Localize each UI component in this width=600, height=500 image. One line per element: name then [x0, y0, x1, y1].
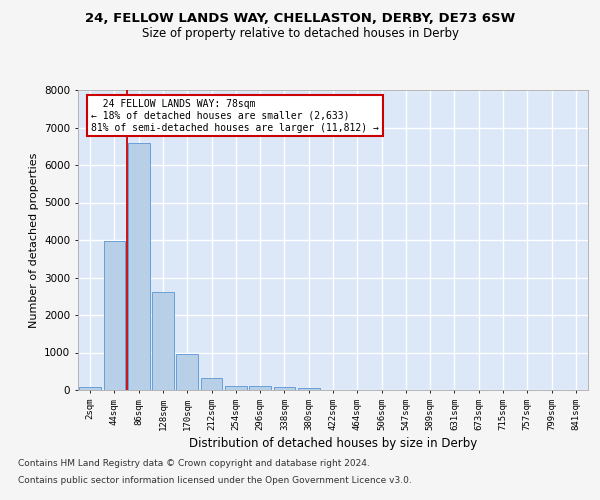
Bar: [79, 387, 101, 390]
Bar: [152, 292, 174, 390]
Text: Contains public sector information licensed under the Open Government Licence v3: Contains public sector information licen…: [18, 476, 412, 485]
Bar: [104, 241, 125, 390]
Bar: [249, 386, 271, 390]
Text: 24, FELLOW LANDS WAY, CHELLASTON, DERBY, DE73 6SW: 24, FELLOW LANDS WAY, CHELLASTON, DERBY,…: [85, 12, 515, 26]
Bar: [298, 388, 320, 390]
Text: Contains HM Land Registry data © Crown copyright and database right 2024.: Contains HM Land Registry data © Crown c…: [18, 458, 370, 468]
Bar: [274, 386, 295, 390]
X-axis label: Distribution of detached houses by size in Derby: Distribution of detached houses by size …: [189, 437, 477, 450]
Bar: [200, 378, 223, 390]
Y-axis label: Number of detached properties: Number of detached properties: [29, 152, 38, 328]
Text: 24 FELLOW LANDS WAY: 78sqm
← 18% of detached houses are smaller (2,633)
81% of s: 24 FELLOW LANDS WAY: 78sqm ← 18% of deta…: [91, 100, 379, 132]
Bar: [128, 142, 149, 390]
Bar: [225, 386, 247, 390]
Text: Size of property relative to detached houses in Derby: Size of property relative to detached ho…: [142, 28, 458, 40]
Bar: [176, 354, 198, 390]
